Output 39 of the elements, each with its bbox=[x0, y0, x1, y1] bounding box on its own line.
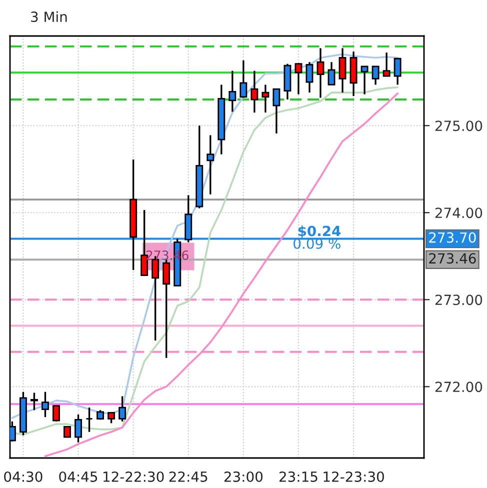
annotation: $0.24 bbox=[298, 226, 341, 238]
candlestick bbox=[294, 62, 302, 96]
candlestick bbox=[272, 88, 280, 134]
x-tick-label: 23:15 bbox=[279, 471, 318, 482]
x-tick-label: 04:45 bbox=[59, 471, 98, 482]
candlestick bbox=[30, 392, 38, 411]
x-tick-label: 12-23:30 bbox=[324, 471, 384, 482]
y-tick-label: 272.00 bbox=[435, 382, 482, 392]
ref-line-label: 273.70 bbox=[429, 232, 476, 243]
x-tick-label: 04:30 bbox=[4, 471, 42, 482]
candlestick bbox=[64, 426, 71, 438]
candlestick bbox=[228, 70, 236, 113]
candlestick bbox=[328, 61, 336, 86]
candlestick bbox=[394, 58, 402, 86]
candlestick bbox=[118, 395, 126, 422]
candlestick bbox=[250, 70, 258, 114]
chart-title: 3 Min bbox=[31, 11, 67, 22]
candlestick bbox=[360, 66, 368, 96]
candlestick bbox=[306, 61, 314, 94]
candlestick bbox=[382, 52, 390, 77]
candlestick bbox=[240, 60, 248, 99]
candlestick bbox=[206, 134, 214, 196]
x-tick-label: 12-22:30 bbox=[103, 471, 164, 482]
x-tick-label: 22:45 bbox=[169, 471, 208, 482]
candlestick bbox=[262, 84, 270, 114]
candlestick bbox=[74, 414, 82, 444]
y-tick-label: 275.00 bbox=[435, 120, 482, 132]
candlestick bbox=[372, 66, 380, 86]
candlestick bbox=[316, 47, 324, 99]
y-tick-label: 273.00 bbox=[435, 294, 482, 306]
y-tick-label: 274.00 bbox=[435, 208, 482, 218]
candlestick bbox=[42, 391, 49, 418]
ref-line-label: 273.46 bbox=[429, 253, 476, 264]
x-tick-label: 23:00 bbox=[224, 471, 263, 482]
candlestick bbox=[338, 47, 346, 94]
candlestick bbox=[162, 258, 170, 359]
candlestick bbox=[86, 406, 93, 433]
candlestick bbox=[52, 404, 60, 422]
candlestick bbox=[108, 412, 116, 424]
